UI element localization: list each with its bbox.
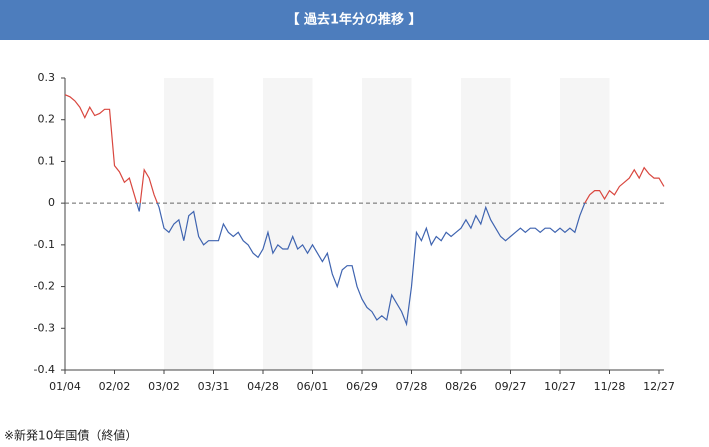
shade-band bbox=[362, 78, 412, 370]
shade-band bbox=[263, 78, 313, 370]
header-title: 【 過去1年分の推移 】 bbox=[286, 12, 421, 28]
x-tick-label: 08/26 bbox=[445, 380, 477, 393]
y-tick-label: -0.3 bbox=[34, 321, 55, 334]
shade-band bbox=[164, 78, 214, 370]
y-tick-label: 0.2 bbox=[38, 113, 56, 126]
y-tick-label: -0.2 bbox=[34, 280, 55, 293]
x-tick-label: 03/31 bbox=[198, 380, 230, 393]
yield-line bbox=[64, 94, 665, 327]
x-tick-label: 01/04 bbox=[49, 380, 81, 393]
y-tick-label: 0 bbox=[48, 196, 55, 209]
x-tick-label: 11/28 bbox=[594, 380, 626, 393]
x-tick-label: 04/28 bbox=[247, 380, 279, 393]
x-tick-label: 06/29 bbox=[346, 380, 378, 393]
x-tick-label: 02/02 bbox=[99, 380, 131, 393]
shade-band bbox=[461, 78, 511, 370]
x-tick-label: 03/02 bbox=[148, 380, 180, 393]
footer-note: ※新発10年国債（終値） bbox=[4, 428, 137, 443]
x-tick-label: 12/27 bbox=[643, 380, 675, 393]
x-tick-label: 07/28 bbox=[396, 380, 428, 393]
x-tick-label: 10/27 bbox=[544, 380, 576, 393]
y-tick-label: 0.1 bbox=[38, 154, 56, 167]
header-bar bbox=[0, 0, 709, 40]
x-tick-label: 09/27 bbox=[495, 380, 527, 393]
y-tick-label: 0.3 bbox=[38, 71, 56, 84]
y-tick-label: -0.1 bbox=[34, 238, 55, 251]
y-tick-label: -0.4 bbox=[34, 363, 55, 376]
x-tick-label: 06/01 bbox=[297, 380, 329, 393]
shade-band bbox=[560, 78, 610, 370]
